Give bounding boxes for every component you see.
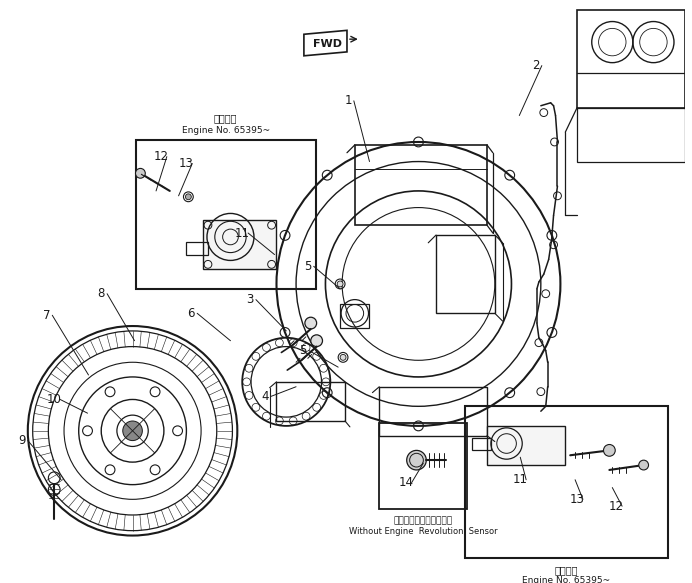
Text: 11: 11 [513, 473, 528, 486]
Bar [379, 387, 487, 436]
Circle shape [340, 354, 346, 360]
Bar [379, 423, 467, 509]
Text: 1: 1 [344, 94, 352, 107]
Bar [473, 438, 491, 451]
Bar [203, 220, 277, 269]
Circle shape [122, 421, 143, 441]
Text: Engine No. 65395~: Engine No. 65395~ [181, 126, 270, 135]
Circle shape [407, 451, 426, 470]
Text: 5: 5 [304, 260, 311, 273]
Bar [577, 108, 685, 161]
Bar [436, 235, 495, 313]
Bar [340, 304, 370, 328]
Text: 6: 6 [188, 307, 195, 320]
Circle shape [337, 281, 343, 287]
Text: 12: 12 [154, 150, 168, 163]
Bar [277, 382, 345, 421]
Circle shape [305, 317, 317, 329]
Bar [355, 145, 487, 225]
Text: エンジン回転センサなし: エンジン回転センサなし [394, 517, 453, 525]
Bar [466, 406, 668, 558]
Bar [487, 426, 565, 465]
Text: 8: 8 [98, 287, 105, 300]
Text: 適用号機: 適用号機 [214, 114, 237, 124]
Text: 5: 5 [299, 344, 307, 357]
Circle shape [639, 460, 648, 470]
Text: 9: 9 [18, 434, 26, 447]
Bar [577, 10, 685, 108]
Text: Without Engine  Revolution  Sensor: Without Engine Revolution Sensor [349, 527, 498, 536]
Text: 13: 13 [570, 493, 585, 506]
Bar [136, 140, 316, 289]
Circle shape [185, 194, 191, 200]
Circle shape [136, 168, 145, 178]
Text: 10: 10 [47, 393, 62, 406]
Text: Engine No. 65395~: Engine No. 65395~ [522, 576, 610, 583]
Bar [186, 242, 208, 255]
Text: 2: 2 [532, 59, 540, 72]
Circle shape [311, 335, 322, 346]
Text: 適用号機: 適用号機 [554, 565, 578, 575]
Text: 4: 4 [261, 390, 268, 403]
Text: 3: 3 [246, 293, 254, 306]
Circle shape [603, 444, 615, 456]
Text: FWD: FWD [313, 39, 342, 49]
Text: 12: 12 [609, 500, 623, 512]
Text: 14: 14 [398, 476, 413, 489]
Text: 13: 13 [179, 157, 194, 170]
Text: 7: 7 [43, 309, 50, 322]
Text: 11: 11 [235, 227, 250, 240]
